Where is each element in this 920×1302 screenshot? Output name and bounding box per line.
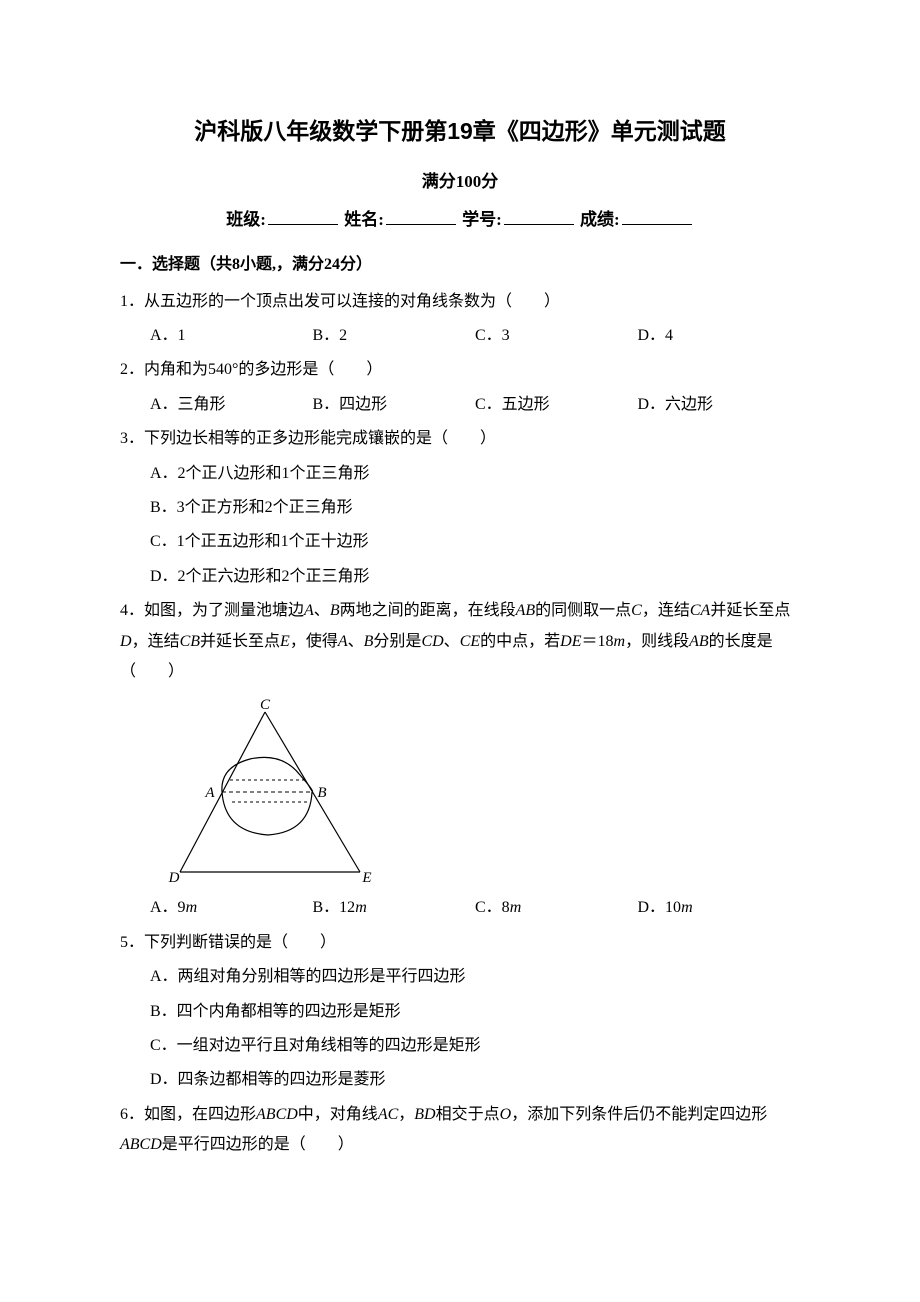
id-label: 学号: [462, 210, 502, 229]
svg-text:A: A [204, 785, 215, 801]
q4-opt-a: A．9m [150, 893, 313, 923]
main-title: 沪科版八年级数学下册第19章《四边形》单元测试题 [120, 110, 800, 154]
question-5: 5．下列判断错误的是（ ） A．两组对角分别相等的四边形是平行四边形 B．四个内… [120, 928, 800, 1096]
q1-opt-b: B．2 [313, 321, 476, 351]
q3-opt-a: A．2个正八边形和1个正三角形 [150, 459, 800, 489]
q4-options: A．9m B．12m C．8m D．10m [120, 893, 800, 923]
q1-opt-d: D．4 [638, 321, 801, 351]
student-info: 班级: 姓名: 学号: 成绩: [120, 204, 800, 236]
svg-text:C: C [260, 697, 271, 713]
q3-opt-d: D．2个正六边形和2个正三角形 [150, 562, 800, 592]
q1-opt-a: A．1 [150, 321, 313, 351]
class-label: 班级: [226, 210, 266, 229]
q1-stem: 1．从五边形的一个顶点出发可以连接的对角线条数为（ ） [120, 287, 800, 317]
section-1-heading: 一．选择题（共8小题,，满分24分） [120, 250, 800, 280]
question-2: 2．内角和为540°的多边形是（ ） A．三角形 B．四边形 C．五边形 D．六… [120, 355, 800, 420]
score-label: 成绩: [580, 210, 620, 229]
question-4: 4．如图，为了测量池塘边A、B两地之间的距离，在线段AB的同侧取一点C，连结CA… [120, 596, 800, 924]
q4-opt-c: C．8m [475, 893, 638, 923]
q2-opt-b: B．四边形 [313, 390, 476, 420]
q5-options: A．两组对角分别相等的四边形是平行四边形 B．四个内角都相等的四边形是矩形 C．… [120, 962, 800, 1096]
svg-text:B: B [317, 785, 326, 801]
q5-stem: 5．下列判断错误的是（ ） [120, 928, 800, 958]
q6-stem: 6．如图，在四边形ABCD中，对角线AC，BD相交于点O，添加下列条件后仍不能判… [120, 1100, 800, 1161]
q2-options: A．三角形 B．四边形 C．五边形 D．六边形 [120, 390, 800, 420]
name-blank[interactable] [386, 205, 456, 225]
question-6: 6．如图，在四边形ABCD中，对角线AC，BD相交于点O，添加下列条件后仍不能判… [120, 1100, 800, 1161]
q3-opt-b: B．3个正方形和2个正三角形 [150, 493, 800, 523]
q4-opt-b: B．12m [313, 893, 476, 923]
subtitle: 满分100分 [120, 166, 800, 198]
q1-options: A．1 B．2 C．3 D．4 [120, 321, 800, 351]
q3-stem: 3．下列边长相等的正多边形能完成镶嵌的是（ ） [120, 424, 800, 454]
q5-opt-d: D．四条边都相等的四边形是菱形 [150, 1065, 800, 1095]
q5-opt-b: B．四个内角都相等的四边形是矩形 [150, 997, 800, 1027]
question-1: 1．从五边形的一个顶点出发可以连接的对角线条数为（ ） A．1 B．2 C．3 … [120, 287, 800, 352]
q2-opt-d: D．六边形 [638, 390, 801, 420]
class-blank[interactable] [268, 205, 338, 225]
q5-opt-a: A．两组对角分别相等的四边形是平行四边形 [150, 962, 800, 992]
q4-stem: 4．如图，为了测量池塘边A、B两地之间的距离，在线段AB的同侧取一点C，连结CA… [120, 596, 800, 687]
q1-opt-c: C．3 [475, 321, 638, 351]
svg-text:D: D [168, 870, 180, 886]
q5-opt-c: C．一组对边平行且对角线相等的四边形是矩形 [150, 1031, 800, 1061]
q3-options: A．2个正八边形和1个正三角形 B．3个正方形和2个正三角形 C．1个正五边形和… [120, 459, 800, 593]
q4-figure: C A B D E [160, 697, 800, 887]
q2-opt-a: A．三角形 [150, 390, 313, 420]
name-label: 姓名: [344, 210, 384, 229]
q4-opt-d: D．10m [638, 893, 801, 923]
q3-opt-c: C．1个正五边形和1个正十边形 [150, 527, 800, 557]
svg-text:E: E [361, 870, 371, 886]
question-3: 3．下列边长相等的正多边形能完成镶嵌的是（ ） A．2个正八边形和1个正三角形 … [120, 424, 800, 592]
score-blank[interactable] [622, 205, 692, 225]
id-blank[interactable] [504, 205, 574, 225]
q2-stem: 2．内角和为540°的多边形是（ ） [120, 355, 800, 385]
pond-diagram: C A B D E [160, 697, 380, 887]
q2-opt-c: C．五边形 [475, 390, 638, 420]
page: 沪科版八年级数学下册第19章《四边形》单元测试题 满分100分 班级: 姓名: … [0, 0, 920, 1302]
